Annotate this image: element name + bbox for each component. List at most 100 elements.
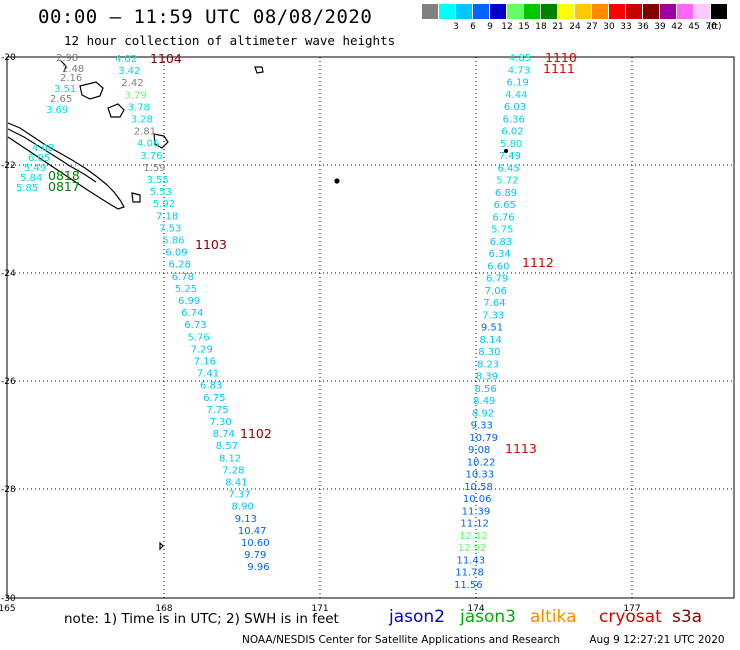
scale-swatch <box>694 4 711 19</box>
scale-swatch <box>711 4 728 19</box>
scale-swatch <box>558 4 575 19</box>
scale-swatch <box>439 4 456 19</box>
wave-height-value: 7.37 <box>228 490 250 501</box>
vanuatu-south-island <box>153 133 169 149</box>
east-track-values: 4.854.73 6.194.446.036.36 6.025.807.496.45… <box>454 53 531 591</box>
pass-time-label: 1104 <box>150 51 182 66</box>
loyalty-island-lifou <box>79 81 104 100</box>
scale-tick-label: 24 <box>569 22 581 32</box>
credit-text: NOAA/NESDIS Center for Satellite Applica… <box>242 634 560 646</box>
loyalty-island-ouvea <box>59 59 67 73</box>
wave-height-value: 5.53 <box>150 187 172 198</box>
wave-height-value: 8.74 <box>213 429 235 440</box>
scale-swatch <box>575 4 592 19</box>
new-caledonia-inner-coast <box>7 128 97 183</box>
scale-swatch <box>490 4 507 19</box>
legend-jason2: jason2 <box>389 607 445 627</box>
wave-height-value: 4.73 <box>508 65 530 76</box>
wave-height-value: 6.89 <box>495 188 517 199</box>
legend-cryosat: cryosat <box>599 607 662 627</box>
wave-height-value: 11.56 <box>454 580 483 591</box>
scale-tick-label: 33 <box>620 22 632 32</box>
wave-height-value: 5.84 <box>20 173 42 184</box>
graticule <box>7 57 734 598</box>
latitude-label: -30 <box>1 594 16 604</box>
wave-height-value: 10.47 <box>238 526 267 537</box>
wave-height-value: 6.34 <box>489 249 511 260</box>
wave-height-value: 6.02 <box>501 127 523 138</box>
scale-tick-label: 27 <box>586 22 598 32</box>
scale-tick-label: 3 <box>453 22 459 32</box>
longitude-label: 165 <box>0 604 16 614</box>
scale-swatch <box>422 4 439 19</box>
scale-swatch <box>643 4 660 19</box>
wave-height-value: 2.65 <box>50 94 72 105</box>
wave-height-value: 5.76 <box>187 332 209 343</box>
wave-height-value: 9.96 <box>247 562 269 573</box>
wave-height-value: 4.06 <box>137 139 159 150</box>
wave-height-value: 7.53 <box>159 223 181 234</box>
wave-height-value: 2.48 <box>62 64 84 75</box>
latitude-label: -26 <box>1 377 16 387</box>
pass-time-label: 1111 <box>543 61 575 76</box>
scale-tick-label: 18 <box>535 22 547 32</box>
wave-height-value: 6.05 <box>28 153 50 164</box>
map-title: 00:00 – 11:59 UTC 08/08/2020 <box>38 6 373 28</box>
scale-swatch <box>473 4 490 19</box>
wave-height-value: 7.33 <box>482 310 504 321</box>
west-extra-track-values: 4.086.055.495.845.85 <box>16 143 54 194</box>
wave-height-value: 6.78 <box>172 272 194 283</box>
wave-height-value: 8.23 <box>477 359 499 370</box>
wave-height-value: 3.55 <box>147 175 169 186</box>
footer-note: note: 1) Time is in UTC; 2) SWH is in fe… <box>64 611 339 627</box>
latitude-label: -20 <box>1 53 16 63</box>
new-caledonia-coast <box>7 122 125 210</box>
wave-height-value: 6.36 <box>503 114 525 125</box>
wave-height-value: 10.79 <box>469 433 498 444</box>
scale-swatch <box>660 4 677 19</box>
wave-height-value: 7.18 <box>156 211 178 222</box>
wave-height-value: 6.79 <box>486 274 508 285</box>
scale-tick-label: 12 <box>501 22 513 32</box>
small-islet-b <box>159 541 164 551</box>
wave-height-value: 7.28 <box>222 465 244 476</box>
isle-of-pines <box>131 192 141 203</box>
longitude-label: 174 <box>467 604 484 614</box>
pass-time-label: 0817 <box>48 179 80 194</box>
wave-height-value: 6.99 <box>178 296 200 307</box>
wave-height-value: 12.12 <box>459 531 488 542</box>
small-islet-d <box>503 148 509 154</box>
pass-time-label: 1103 <box>195 237 227 252</box>
wave-height-value: 7.64 <box>483 298 505 309</box>
pass-time-label: 1102 <box>240 426 272 441</box>
scale-swatch <box>592 4 609 19</box>
color-scale-bar <box>422 4 728 19</box>
wave-height-value: 4.44 <box>505 90 527 101</box>
wave-height-value: 11.43 <box>457 555 486 566</box>
wave-height-value: 3.79 <box>124 90 146 101</box>
wave-height-value: 10.60 <box>241 538 270 549</box>
wave-height-value: 5.80 <box>500 139 522 150</box>
wave-height-value: 8.30 <box>478 347 500 358</box>
wave-height-value: 9.08 <box>468 445 490 456</box>
wave-height-value: 3.28 <box>131 115 153 126</box>
wave-height-value: 7.16 <box>194 357 216 368</box>
wave-height-value: 6.76 <box>492 212 514 223</box>
longitude-label: 177 <box>623 604 640 614</box>
wave-height-value: 10.58 <box>464 482 493 493</box>
pass-time-label: 1112 <box>522 255 554 270</box>
wave-height-value: 2.81 <box>134 127 156 138</box>
wave-height-value: 8.49 <box>473 396 495 407</box>
scale-tick-label: 70 <box>705 22 717 32</box>
longitude-label: 168 <box>155 604 172 614</box>
small-islet-a <box>254 66 264 74</box>
longitude-label: 171 <box>311 604 328 614</box>
coastlines <box>7 59 509 551</box>
scale-tick-label: 6 <box>470 22 476 32</box>
latitude-label: -22 <box>1 161 16 171</box>
wave-height-value: 3.42 <box>118 66 140 77</box>
wave-height-value: 9.33 <box>471 421 493 432</box>
latitude-label: -28 <box>1 485 16 495</box>
